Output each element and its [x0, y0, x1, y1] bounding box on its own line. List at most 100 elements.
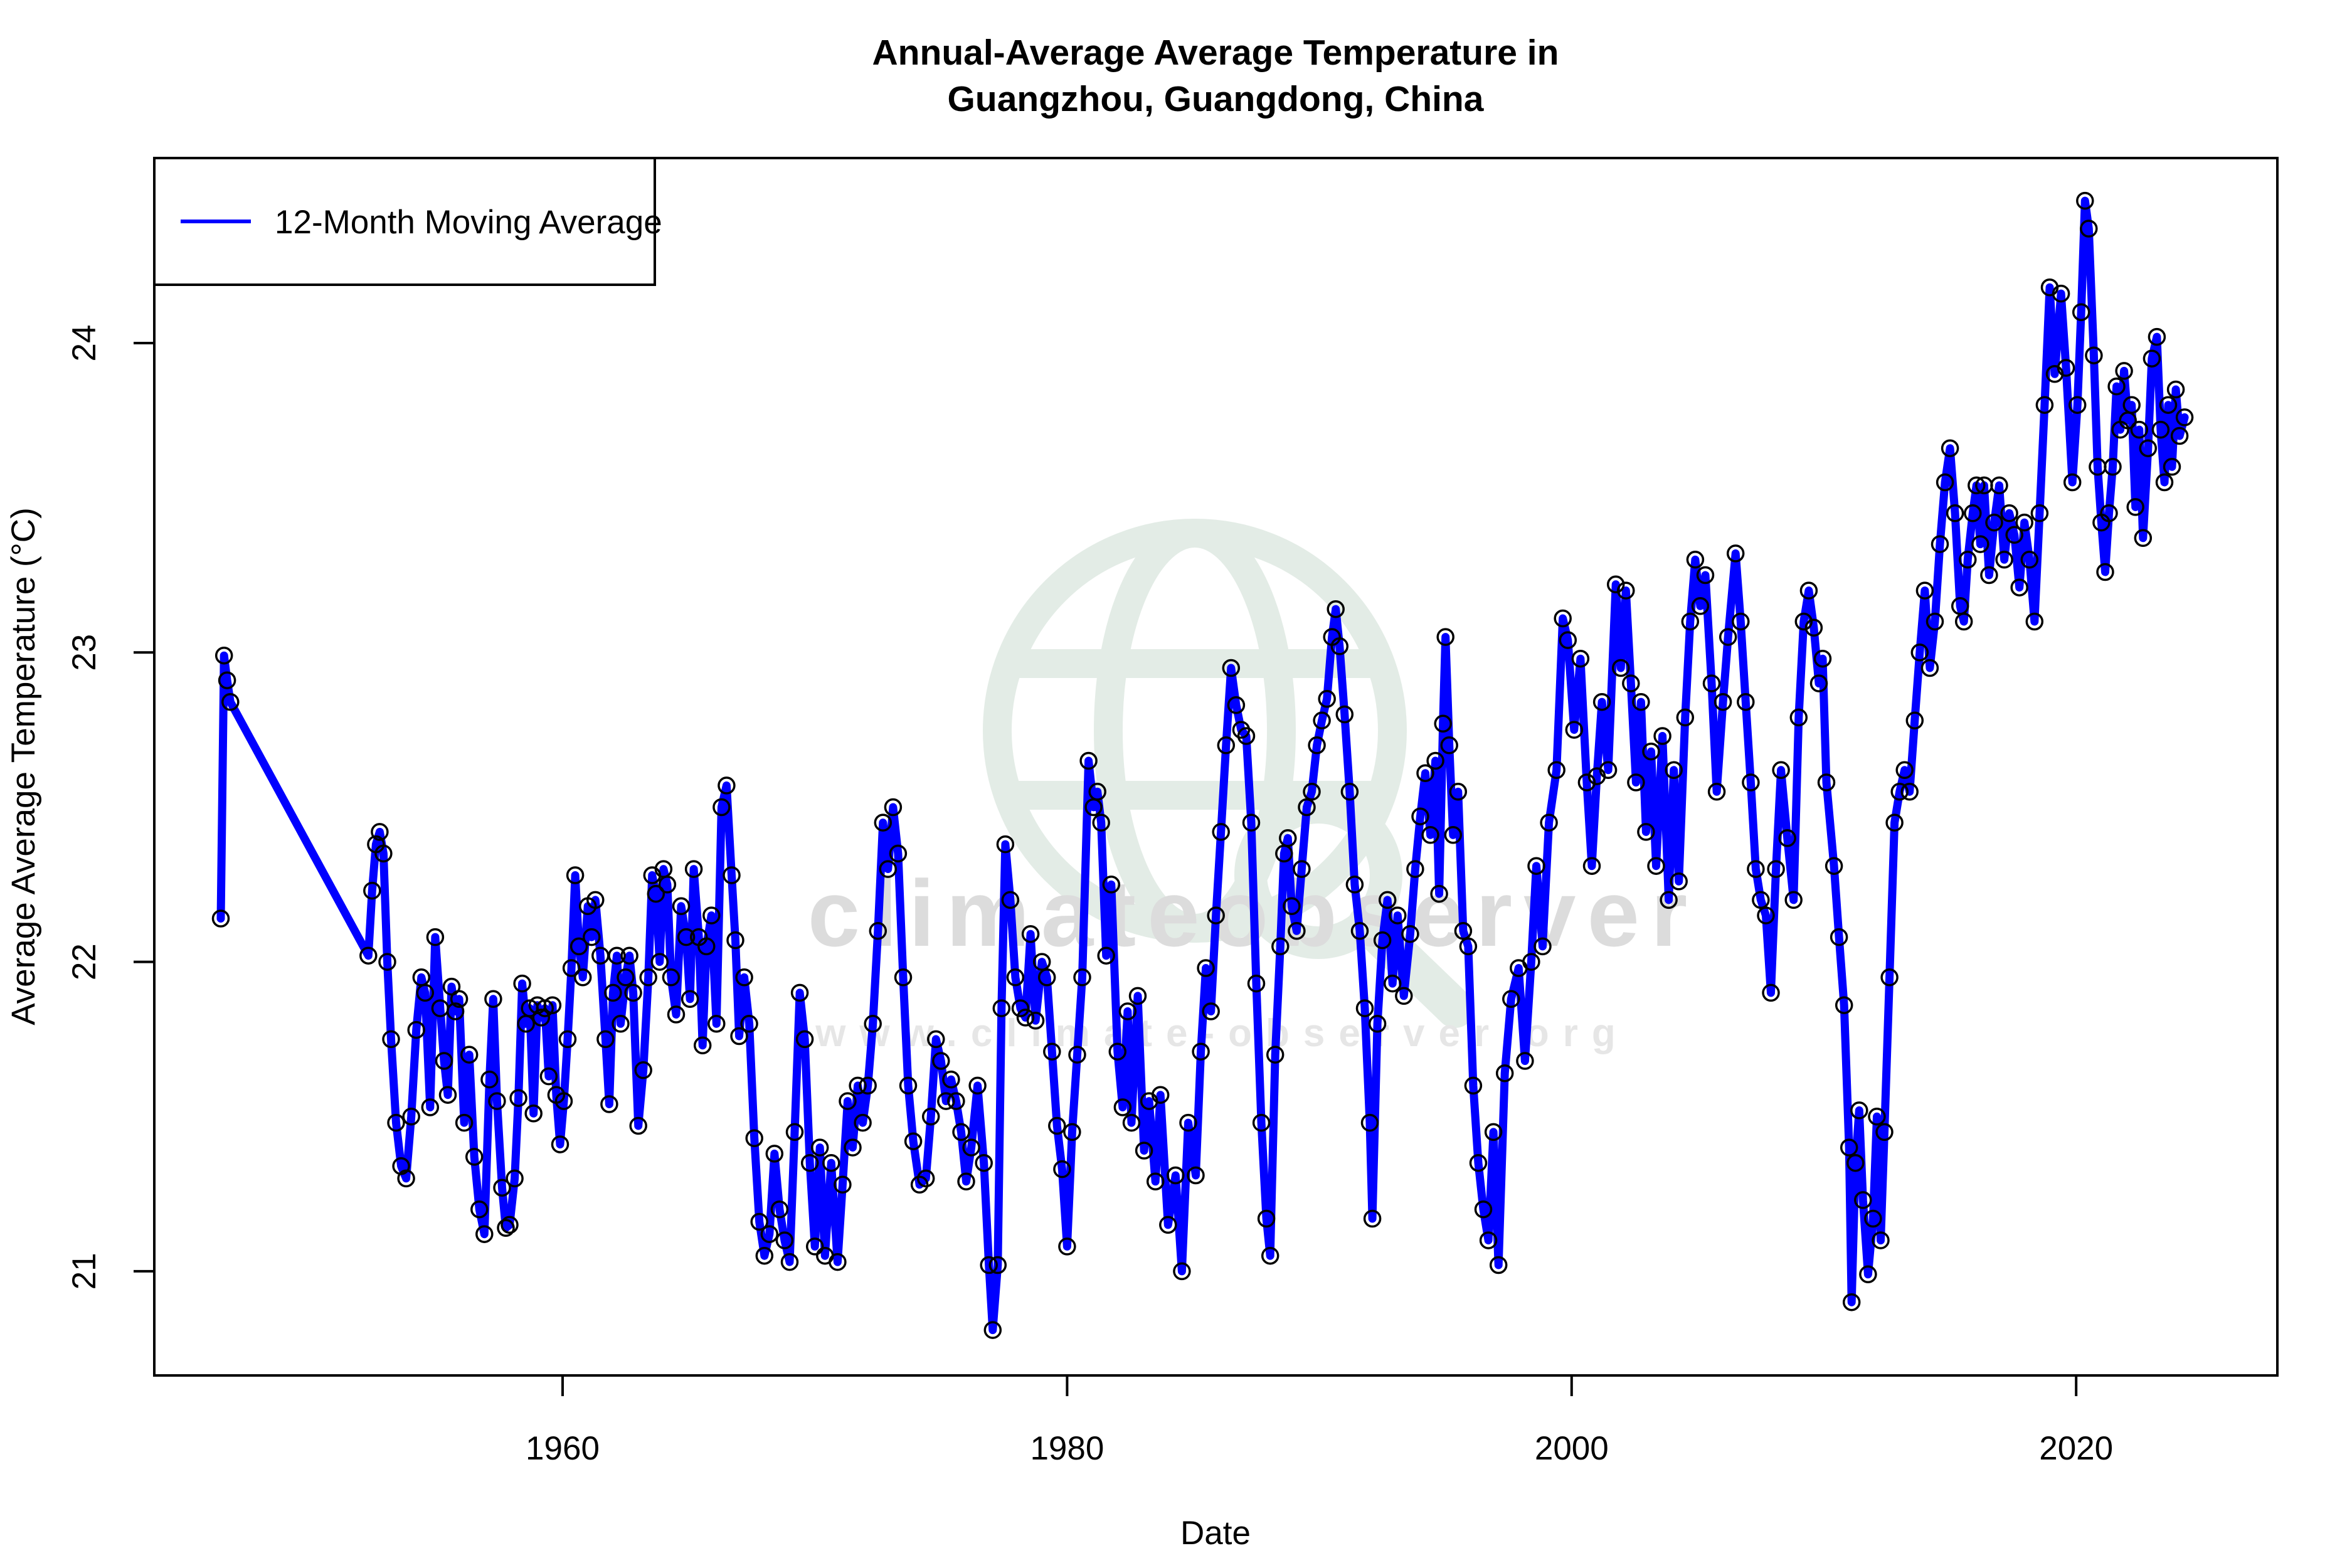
data-point-marker — [2076, 191, 2094, 210]
data-point-marker — [1789, 708, 1808, 727]
data-point-marker — [1006, 968, 1025, 987]
data-point-marker — [1905, 711, 1924, 730]
data-point-marker — [450, 990, 469, 1009]
data-point-marker — [639, 968, 657, 987]
data-point-marker — [1854, 1191, 1872, 1209]
data-point-marker — [2035, 396, 2054, 414]
data-point-marker — [1097, 946, 1115, 965]
data-point-marker — [558, 1030, 577, 1049]
data-point-marker — [1670, 872, 1688, 891]
data-point-marker — [2010, 578, 2028, 596]
x-tick-label: 2020 — [2039, 1430, 2113, 1467]
data-point-marker — [1502, 990, 1520, 1009]
plot-border — [153, 157, 2279, 1377]
data-series — [211, 191, 2194, 1339]
data-point-marker — [536, 999, 554, 1017]
data-point-marker — [1308, 736, 1326, 755]
data-point-marker — [532, 1009, 551, 1027]
data-point-marker — [1293, 860, 1311, 878]
data-point-marker — [650, 953, 669, 971]
data-point-marker — [822, 1153, 840, 1172]
data-point-marker — [1622, 674, 1640, 692]
data-point-marker — [2170, 426, 2189, 445]
data-point-marker — [916, 1169, 935, 1188]
data-point-marker — [735, 968, 753, 987]
data-point-marker — [387, 1113, 405, 1132]
data-point-marker — [921, 1108, 940, 1126]
data-point-marker — [612, 1015, 630, 1033]
data-point-marker — [1079, 751, 1098, 770]
data-point-marker — [1237, 727, 1256, 745]
data-point-marker — [1068, 1046, 1086, 1064]
x-tick-label: 1980 — [1030, 1430, 1104, 1467]
data-point-marker — [1880, 968, 1899, 987]
data-point-marker — [1261, 1246, 1279, 1265]
data-point-marker — [1577, 773, 1596, 792]
data-point-marker — [1495, 1064, 1514, 1083]
data-point-marker — [426, 928, 445, 946]
data-point-marker — [1606, 575, 1625, 594]
data-point-marker — [726, 931, 744, 950]
data-point-marker — [608, 946, 626, 965]
data-point-marker — [1303, 783, 1321, 801]
data-point-marker — [1599, 761, 1618, 780]
y-tick-label: 21 — [66, 1253, 103, 1290]
data-point-marker — [1941, 439, 1959, 457]
data-point-marker — [1159, 1216, 1177, 1234]
data-point-marker — [1373, 931, 1392, 950]
data-point-marker — [562, 959, 581, 977]
data-point-marker — [658, 876, 677, 894]
data-point-marker — [740, 1015, 758, 1033]
data-point-marker — [1363, 1209, 1382, 1228]
data-point-marker — [1411, 807, 1429, 825]
data-point-marker — [718, 776, 736, 795]
data-point-marker — [662, 968, 681, 987]
data-point-marker — [1207, 906, 1225, 924]
data-point-marker — [1890, 783, 1909, 801]
data-point-marker — [1809, 674, 1828, 692]
data-point-marker — [992, 999, 1011, 1017]
data-point-marker — [1980, 566, 1998, 585]
data-point-marker — [1835, 996, 1853, 1014]
data-point-marker — [1179, 1113, 1197, 1132]
data-point-marker — [697, 937, 716, 956]
data-point-marker — [629, 1116, 647, 1135]
data-point-marker — [805, 1237, 824, 1256]
data-point-marker — [2163, 458, 2181, 476]
data-point-marker — [1340, 783, 1359, 801]
data-point-marker — [1995, 551, 2013, 569]
data-point-marker — [1063, 1123, 1081, 1142]
data-point-marker — [1436, 628, 1454, 646]
data-point-marker — [1350, 922, 1369, 940]
data-point-marker — [702, 906, 721, 924]
data-point-marker — [1383, 974, 1402, 993]
data-point-marker — [2155, 473, 2174, 492]
data-point-marker — [2068, 396, 2087, 414]
data-point-marker — [215, 646, 233, 665]
data-point-marker — [2000, 504, 2018, 522]
data-point-marker — [480, 1070, 499, 1089]
data-point-marker — [397, 1169, 415, 1188]
data-point-marker — [460, 1046, 479, 1064]
data-point-marker — [2096, 563, 2114, 581]
y-tick-label: 23 — [66, 634, 103, 671]
data-point-marker — [475, 1225, 494, 1243]
data-point-marker — [795, 1030, 814, 1049]
data-point-marker — [1298, 798, 1316, 817]
data-point-marker — [1559, 631, 1577, 649]
data-point-marker — [1459, 937, 1478, 956]
data-point-marker — [1825, 857, 1843, 875]
data-point-marker — [1378, 891, 1397, 909]
data-point-marker — [869, 922, 887, 940]
data-point-marker — [1187, 1166, 1205, 1185]
y-tick-label: 24 — [66, 325, 103, 362]
data-point-marker — [770, 1200, 789, 1219]
data-point-marker — [524, 1104, 543, 1123]
data-point-marker — [1489, 1256, 1508, 1274]
data-point-marker — [421, 1098, 440, 1116]
data-point-marker — [1665, 761, 1683, 780]
data-point-marker — [1279, 829, 1297, 847]
data-point-marker — [1647, 857, 1665, 875]
data-point-marker — [2175, 408, 2194, 426]
